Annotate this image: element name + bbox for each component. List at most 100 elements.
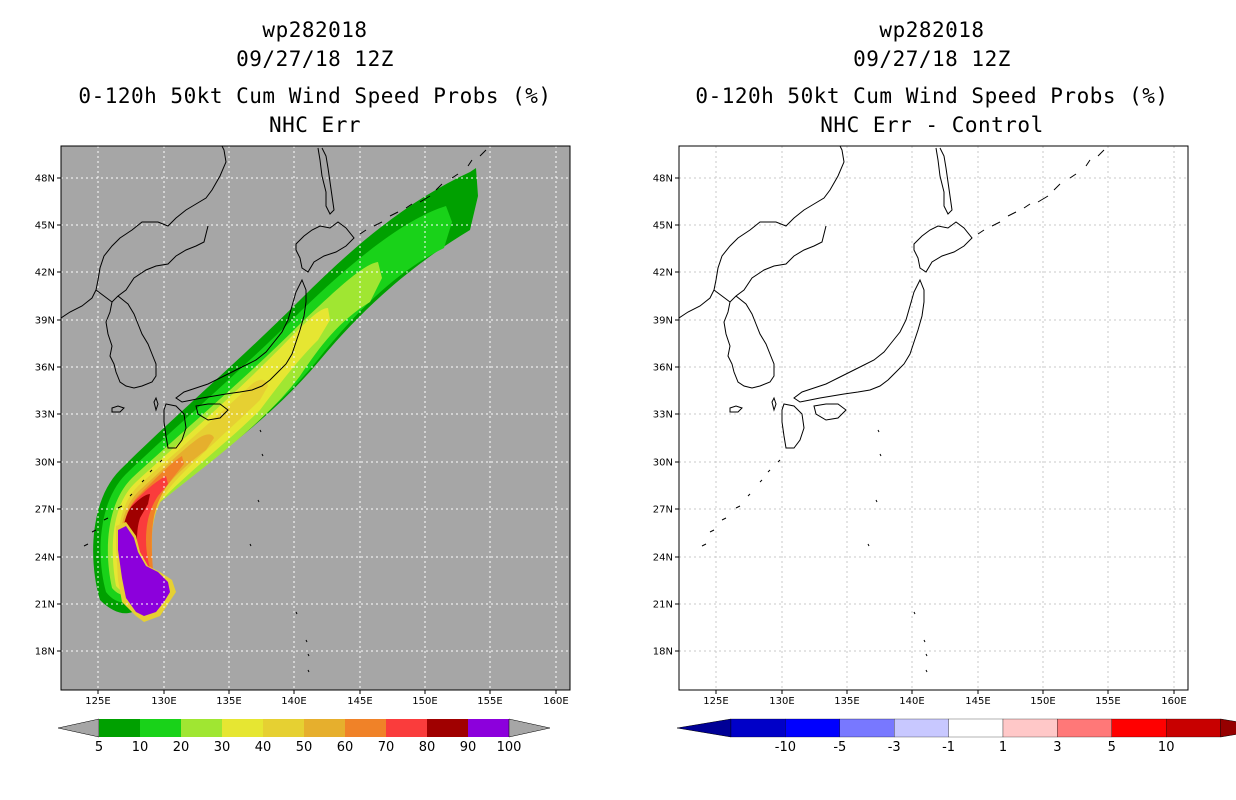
lat-label: 33N: [653, 410, 673, 421]
colorbar-swatch: [894, 718, 949, 738]
colorbar-swatch: [222, 719, 263, 737]
lon-label: 135E: [216, 696, 241, 707]
colorbar-label: 5: [95, 740, 103, 755]
left-subtitle: NHC Err: [268, 113, 361, 137]
colorbar-label: 10: [1158, 740, 1175, 755]
lat-label: 36N: [35, 363, 55, 374]
colorbar-swatch: [181, 719, 222, 737]
lon-label: 145E: [965, 696, 990, 707]
right-datetime: 09/27/18 12Z: [853, 47, 1011, 71]
lon-label: 145E: [347, 696, 372, 707]
colorbar-swatch: [1057, 718, 1112, 738]
colorbar-under-triangle: [57, 718, 100, 738]
colorbar-label: 3: [1053, 740, 1061, 755]
colorbar-swatch: [1002, 718, 1058, 738]
lat-label: 39N: [35, 316, 55, 327]
colorbar-swatch: [1111, 718, 1167, 738]
lat-label: 48N: [653, 174, 673, 185]
lat-label: 27N: [35, 505, 55, 516]
lon-label: 130E: [151, 696, 176, 707]
colorbar-over-triangle: [1220, 718, 1236, 738]
prob-contour-20: [107, 262, 383, 596]
colorbar-swatch: [1166, 718, 1221, 738]
left-colorbar: 5 10 20 30 40 50 60 70 80 90 100: [57, 718, 551, 755]
colorbar-swatch: [140, 719, 181, 737]
right-subtitle: NHC Err - Control: [820, 113, 1044, 137]
lat-label: 30N: [653, 458, 673, 469]
lat-label: 42N: [653, 268, 673, 279]
lon-label: 155E: [1095, 696, 1120, 707]
lon-label: 150E: [1030, 696, 1055, 707]
left-probability-swath: [93, 168, 478, 622]
colorbar-label: 90: [460, 740, 477, 755]
lat-label: 24N: [653, 553, 673, 564]
colorbar-label: 60: [337, 740, 354, 755]
colorbar-label: -5: [833, 740, 846, 755]
colorbar-label: 100: [497, 740, 522, 755]
right-map-frame: [678, 145, 1189, 691]
right-panel: 125E 130E 135E 140E 145E 150E 155E 160E 48N 45N 42…: [653, 145, 1189, 708]
colorbar-label: 5: [1108, 740, 1116, 755]
lat-label: 45N: [35, 221, 55, 232]
colorbar-label: 70: [378, 740, 395, 755]
lat-label: 39N: [653, 316, 673, 327]
lat-label: 30N: [35, 458, 55, 469]
left-panel-title: wp282018 09/27/18 12Z 0-120h 50kt Cum Wi…: [60, 16, 570, 140]
right-product-title: 0-120h 50kt Cum Wind Speed Probs (%): [695, 84, 1169, 108]
lon-label: 160E: [543, 696, 568, 707]
colorbar-swatch: [785, 718, 840, 738]
prob-contour-100: [118, 526, 170, 616]
lon-label: 125E: [85, 696, 110, 707]
colorbar-label: 80: [419, 740, 436, 755]
colorbar-label: 50: [296, 740, 313, 755]
lon-label: 140E: [899, 696, 924, 707]
colorbar-swatch: [839, 718, 895, 738]
lon-label: 125E: [703, 696, 728, 707]
lat-label: 24N: [35, 553, 55, 564]
colorbar-swatch: [304, 719, 345, 737]
colorbar-under-triangle: [676, 718, 732, 738]
colorbar-label: 20: [173, 740, 190, 755]
right-panel-title: wp282018 09/27/18 12Z 0-120h 50kt Cum Wi…: [677, 16, 1187, 140]
lon-label: 135E: [834, 696, 859, 707]
colorbar-swatch: [99, 719, 140, 737]
colorbar-label: -3: [888, 740, 901, 755]
lat-label: 21N: [653, 600, 673, 611]
colorbar-swatch: [730, 718, 786, 738]
lon-label: 130E: [769, 696, 794, 707]
lat-label: 45N: [653, 221, 673, 232]
colorbar-swatch: [386, 719, 427, 737]
lon-label: 150E: [412, 696, 437, 707]
colorbar-swatch: [345, 719, 386, 737]
left-product-title: 0-120h 50kt Cum Wind Speed Probs (%): [78, 84, 552, 108]
lon-label: 160E: [1161, 696, 1186, 707]
colorbar-label: 1: [999, 740, 1007, 755]
lat-label: 33N: [35, 410, 55, 421]
left-axis-ticks: 125E 130E 135E 140E 145E 150E 155E 160E 48N 45N 42…: [35, 174, 569, 708]
lon-label: 155E: [477, 696, 502, 707]
lat-label: 21N: [35, 600, 55, 611]
right-colorbar: -10 -5 -3 -1 1 3 5 10: [676, 718, 1236, 755]
colorbar-swatch: [468, 719, 509, 737]
lat-label: 36N: [653, 363, 673, 374]
lat-label: 48N: [35, 174, 55, 185]
colorbar-swatch: [948, 718, 1004, 738]
lat-label: 18N: [35, 647, 55, 658]
prob-contour-30: [112, 308, 331, 593]
colorbar-label: -1: [942, 740, 955, 755]
left-storm-id: wp282018: [262, 18, 368, 42]
lat-label: 18N: [653, 647, 673, 658]
left-map-frame: [60, 145, 571, 691]
lat-label: 27N: [653, 505, 673, 516]
colorbar-swatch: [427, 719, 468, 737]
colorbar-label: 30: [214, 740, 231, 755]
right-axis-ticks: 125E 130E 135E 140E 145E 150E 155E 160E 48N 45N 42…: [653, 174, 1187, 708]
colorbar-label: 10: [132, 740, 149, 755]
lon-label: 140E: [281, 696, 306, 707]
colorbar-over-triangle: [508, 718, 551, 738]
lat-label: 42N: [35, 268, 55, 279]
left-panel: 125E 130E 135E 140E 145E 150E 155E 160E 48N 45N 42…: [35, 145, 571, 708]
right-map-background: [679, 146, 1188, 690]
left-datetime: 09/27/18 12Z: [236, 47, 394, 71]
left-graticule: [61, 146, 570, 690]
